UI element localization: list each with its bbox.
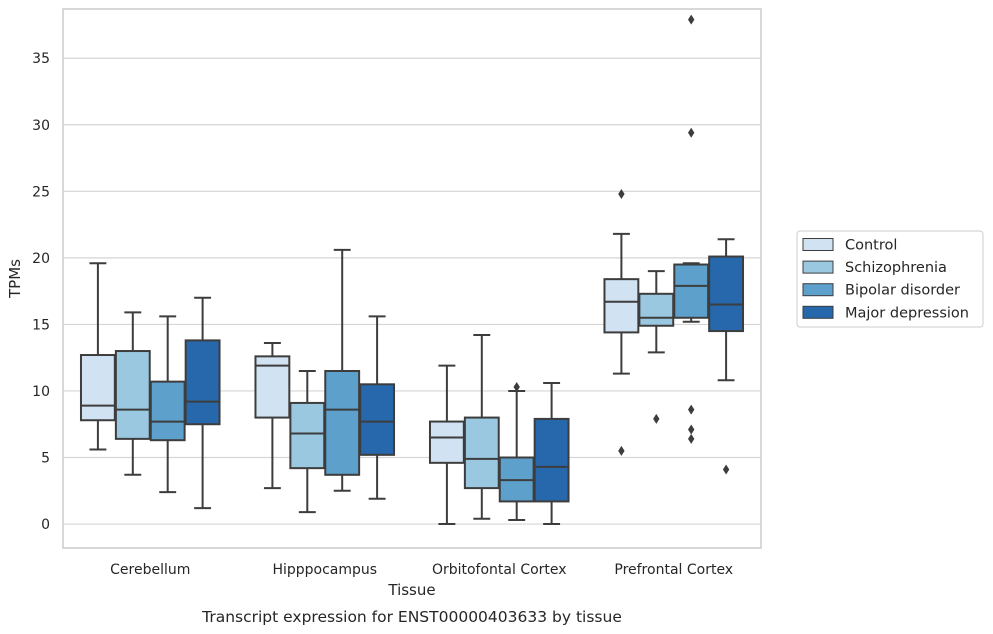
x-tick-label: Cerebellum <box>110 562 190 578</box>
iqr-box <box>324 369 361 476</box>
chart-caption: Transcript expression for ENST0000040363… <box>201 608 622 626</box>
box-3-2 <box>673 14 710 444</box>
iqr-box <box>114 350 151 440</box>
y-axis-label: TPMs <box>6 259 24 299</box>
legend-label: Control <box>845 238 897 254</box>
iqr-box <box>184 339 221 426</box>
plot-frame <box>62 8 762 549</box>
y-tick-label: 25 <box>32 184 50 200</box>
iqr-box <box>79 354 116 422</box>
legend-frame <box>796 230 984 328</box>
iqr-box <box>359 383 396 456</box>
outlier-point <box>688 14 695 25</box>
outlier-point <box>653 413 660 424</box>
box-3-3 <box>708 238 745 475</box>
plot-area <box>63 9 761 548</box>
legend: Control Schizophrenia Bipolar disorder Majo… <box>796 230 984 328</box>
legend-label: Schizophrenia <box>845 260 947 276</box>
x-axis-label: Tissue <box>387 581 435 599</box>
box-2-2 <box>498 381 535 522</box>
y-tick-label: 0 <box>41 517 50 533</box>
box-2-0 <box>428 364 465 526</box>
box-1-0 <box>254 342 291 490</box>
iqr-box <box>428 420 465 464</box>
box-0-1 <box>114 311 151 476</box>
legend-swatch <box>802 260 834 274</box>
box-groups <box>79 14 745 526</box>
outlier-point <box>513 381 520 392</box>
box-2-3 <box>533 381 570 526</box>
box-0-3 <box>184 296 221 510</box>
y-tick-labels: 0 5 10 15 20 25 30 35 <box>32 51 50 533</box>
x-tick-label: Hipppocampus <box>272 562 377 578</box>
y-tick-label: 15 <box>32 317 50 333</box>
outlier-point <box>618 445 625 456</box>
iqr-box <box>603 278 640 334</box>
outlier-point <box>688 404 695 415</box>
box-1-2 <box>324 248 361 492</box>
y-tick-label: 20 <box>32 251 50 267</box>
iqr-box <box>673 263 710 319</box>
iqr-box <box>533 417 570 503</box>
legend-label: Major depression <box>845 305 969 321</box>
box-1-1 <box>289 369 326 514</box>
box-1-3 <box>359 315 396 500</box>
legend-swatch <box>802 238 834 251</box>
box-3-1 <box>638 270 675 424</box>
outlier-point <box>618 188 625 199</box>
legend-swatch <box>802 283 834 297</box>
iqr-box <box>638 292 675 327</box>
y-tick-label: 10 <box>32 384 50 400</box>
iqr-box <box>708 255 745 333</box>
y-tick-label: 5 <box>41 451 50 467</box>
legend-label: Bipolar disorder <box>845 283 960 299</box>
outlier-point <box>688 424 695 435</box>
legend-swatch <box>802 305 834 319</box>
iqr-box <box>463 416 500 490</box>
box-0-2 <box>149 315 186 494</box>
x-tick-label: Orbitofontal Cortex <box>432 562 567 578</box>
iqr-box <box>149 380 186 442</box>
outlier-point <box>688 127 695 138</box>
box-3-0 <box>603 188 640 456</box>
y-tick-label: 35 <box>32 51 50 67</box>
x-tick-label: Prefrontal Cortex <box>614 562 733 578</box>
y-tick-label: 30 <box>32 118 50 134</box>
outlier-point <box>722 464 730 475</box>
box-0-0 <box>79 262 116 451</box>
outlier-point <box>688 433 695 444</box>
iqr-box <box>289 401 326 470</box>
x-tick-labels: Cerebellum Hipppocampus Orbitofontal Corte… <box>110 562 733 578</box>
box-2-1 <box>463 334 500 520</box>
